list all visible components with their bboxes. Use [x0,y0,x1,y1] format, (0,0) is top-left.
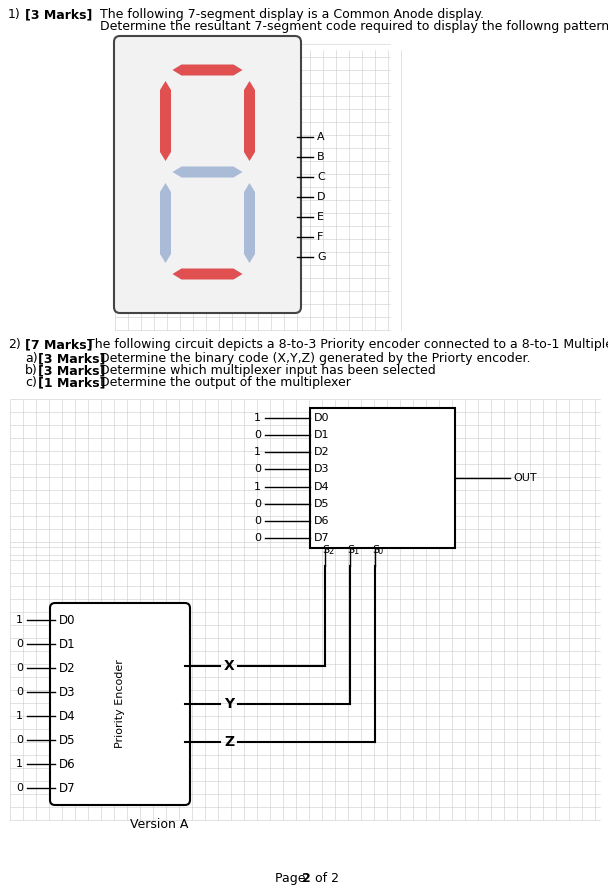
Text: 1: 1 [353,547,358,556]
Text: E: E [317,212,324,222]
Text: 1: 1 [254,413,261,423]
Polygon shape [173,166,243,178]
Text: D4: D4 [314,481,330,491]
Text: 1): 1) [8,8,21,21]
Text: X: X [224,658,235,673]
Text: C: C [317,172,325,182]
Text: Determine the resultant 7-segment code required to display the followng pattern:: Determine the resultant 7-segment code r… [100,20,608,33]
Text: a): a) [25,352,38,365]
Text: OUT: OUT [513,473,537,483]
Text: 2): 2) [8,338,21,351]
Polygon shape [244,183,255,263]
Text: D0: D0 [59,613,75,627]
Text: 2: 2 [328,547,333,556]
Text: D4: D4 [59,710,75,722]
Text: 1: 1 [16,711,23,721]
Text: D3: D3 [59,686,75,698]
Text: 0: 0 [16,687,23,697]
Text: 1: 1 [16,759,23,769]
Polygon shape [310,408,455,548]
Text: D5: D5 [314,499,330,509]
Text: 0: 0 [254,516,261,526]
Text: D0: D0 [314,413,330,423]
FancyBboxPatch shape [50,603,190,805]
Text: B: B [317,152,325,162]
Polygon shape [244,81,255,161]
Text: 0: 0 [378,547,383,556]
Text: 0: 0 [254,499,261,509]
Text: Priority Encoder: Priority Encoder [115,659,125,749]
Text: Determine the output of the multiplexer: Determine the output of the multiplexer [100,376,351,389]
Text: [7 Marks]: [7 Marks] [25,338,92,351]
Text: 0: 0 [16,639,23,649]
Text: D2: D2 [59,661,75,674]
Text: 0: 0 [16,783,23,793]
Text: A: A [317,132,325,142]
Polygon shape [160,81,171,161]
Text: 1: 1 [254,481,261,491]
Text: D1: D1 [314,430,330,440]
Text: 1: 1 [16,615,23,625]
Text: 1: 1 [254,447,261,458]
Text: D5: D5 [59,734,75,747]
Text: S: S [347,545,354,555]
Text: 0: 0 [16,735,23,745]
Text: S: S [372,545,379,555]
Text: The following 7-segment display is a Common Anode display.: The following 7-segment display is a Com… [100,8,484,21]
Text: 0: 0 [16,663,23,673]
Text: 2: 2 [302,872,311,885]
Text: of 2: of 2 [311,872,339,885]
Text: D3: D3 [314,465,330,474]
Text: Y: Y [224,697,234,711]
Text: F: F [317,232,323,242]
Text: 0: 0 [254,430,261,440]
Text: Version A: Version A [130,818,188,831]
Text: S: S [322,545,329,555]
Text: [3 Marks]: [3 Marks] [38,364,105,377]
Text: D2: D2 [314,447,330,458]
Text: D7: D7 [314,533,330,543]
Text: D7: D7 [59,781,75,795]
Text: D6: D6 [314,516,330,526]
Text: G: G [317,252,326,262]
Polygon shape [173,268,243,280]
Text: [3 Marks]: [3 Marks] [25,8,92,21]
Text: [3 Marks]: [3 Marks] [38,352,105,365]
Text: Determine the binary code (X,Y,Z) generated by the Priorty encoder.: Determine the binary code (X,Y,Z) genera… [100,352,531,365]
Text: c): c) [25,376,37,389]
Text: Z: Z [224,735,234,750]
FancyBboxPatch shape [114,36,301,313]
Polygon shape [160,183,171,263]
Text: The following circuit depicts a 8-to-3 Priority encoder connected to a 8-to-1 Mu: The following circuit depicts a 8-to-3 P… [87,338,608,351]
Polygon shape [173,65,243,75]
Text: Page: Page [275,872,309,885]
Text: [1 Marks]: [1 Marks] [38,376,106,389]
Text: D1: D1 [59,637,75,650]
Text: D6: D6 [59,758,75,771]
Text: Determine which multiplexer input has been selected: Determine which multiplexer input has be… [100,364,436,377]
Text: b): b) [25,364,38,377]
Text: 0: 0 [254,465,261,474]
Text: D: D [317,192,325,202]
Text: 0: 0 [254,533,261,543]
